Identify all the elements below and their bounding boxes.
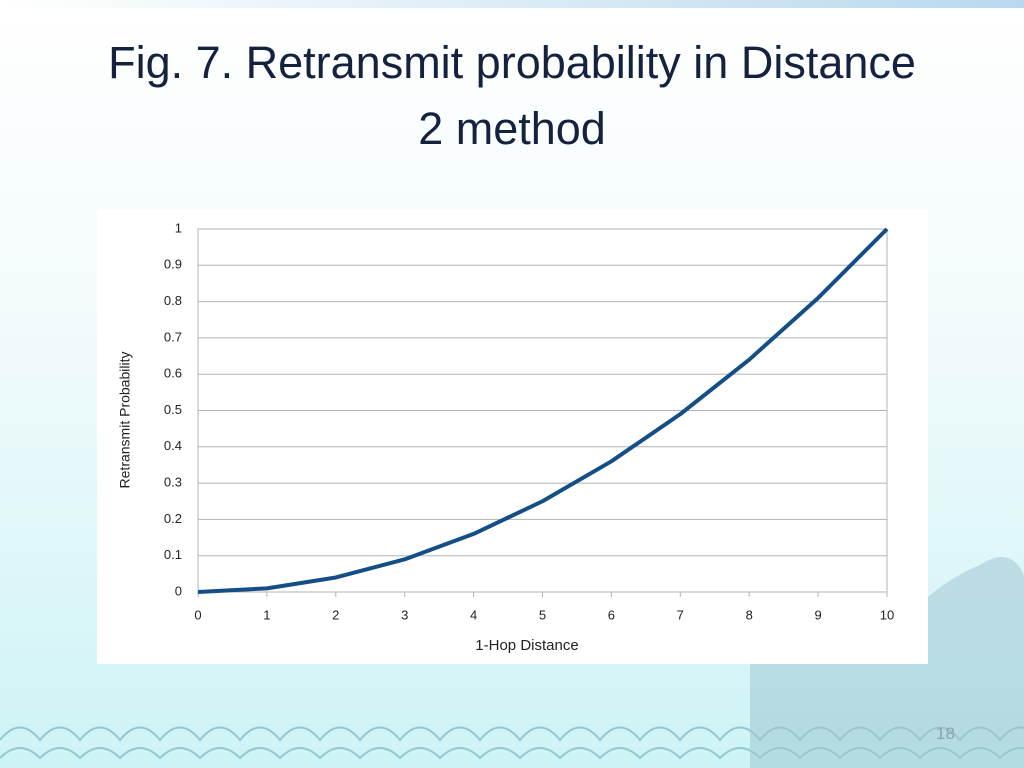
y-tick-label: 0.4 [164, 438, 182, 453]
data-line [197, 227, 889, 594]
y-tick-label: 0.7 [164, 329, 182, 344]
x-tick-label: 10 [880, 607, 894, 622]
x-tick-label: 7 [677, 607, 684, 622]
x-tick-label: 2 [332, 607, 339, 622]
x-tick-label: 5 [539, 607, 546, 622]
chart-background [97, 209, 928, 664]
y-tick-label: 0.3 [164, 475, 182, 490]
top-bar [0, 0, 1024, 8]
x-tick-label: 0 [194, 607, 201, 622]
x-tick-label: 3 [401, 607, 408, 622]
page-number: 18 [936, 724, 955, 743]
y-tick-label: 1 [175, 220, 182, 235]
x-tick-label: 4 [470, 607, 477, 622]
y-tick-label: 0.8 [164, 293, 182, 308]
y-tick-label: 0.6 [164, 366, 182, 381]
y-tick-label: 0.9 [164, 257, 182, 272]
x-tick-label: 8 [746, 607, 753, 622]
x-tick-label: 1 [263, 607, 270, 622]
y-tick-label: 0.5 [164, 402, 182, 417]
y-tick-label: 0.1 [164, 547, 182, 562]
y-axis-label: Retransmit Probability [117, 352, 133, 489]
x-axis-label: 1-Hop Distance [475, 637, 578, 654]
y-tick-label: 0.2 [164, 511, 182, 526]
x-tick-label: 9 [814, 607, 821, 622]
slide-title: Fig. 7. Retransmit probability in Distan… [108, 37, 916, 154]
x-tick-label: 6 [608, 607, 615, 622]
y-tick-label: 0 [175, 583, 182, 598]
